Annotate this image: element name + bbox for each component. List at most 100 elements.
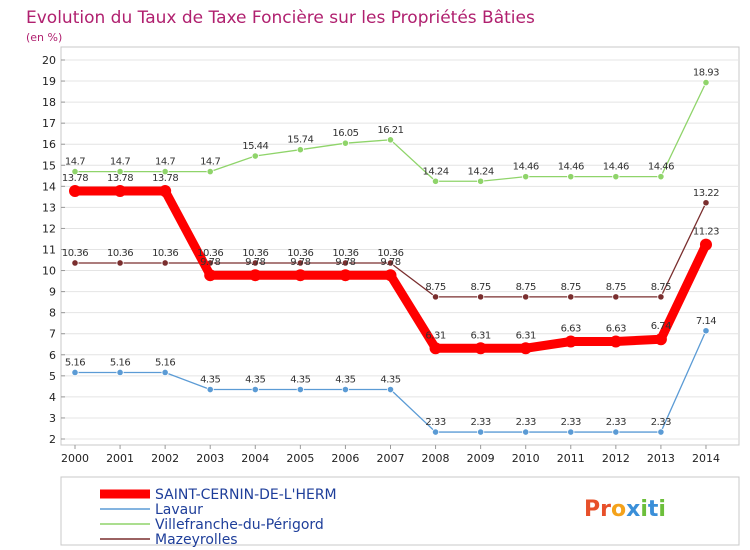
data-point xyxy=(612,428,620,436)
data-point xyxy=(161,368,169,377)
legend-box xyxy=(60,476,740,546)
data-point xyxy=(519,342,532,355)
data-label: 2.33 xyxy=(561,417,581,428)
data-point xyxy=(431,293,440,301)
x-tick-label: 2004 xyxy=(241,452,269,465)
data-label: 14.24 xyxy=(468,166,494,177)
data-point xyxy=(71,167,79,176)
x-tick-label: 2009 xyxy=(467,452,495,465)
data-label: 10.36 xyxy=(332,248,358,259)
data-point xyxy=(206,385,214,394)
data-label: 8.75 xyxy=(425,282,445,293)
data-label: 4.35 xyxy=(245,375,265,386)
y-tick-label: 12 xyxy=(42,222,56,235)
data-point xyxy=(296,259,304,267)
x-tick-label: 2006 xyxy=(331,452,359,465)
y-tick-label: 7 xyxy=(49,328,56,341)
data-point xyxy=(522,293,530,301)
gridlines xyxy=(61,59,739,440)
data-label: 10.36 xyxy=(287,248,313,259)
x-tick-label: 2013 xyxy=(647,452,675,465)
data-point xyxy=(609,335,622,348)
data-point xyxy=(702,199,710,207)
data-label: 13.78 xyxy=(62,173,88,184)
y-tick-label: 16 xyxy=(42,138,56,151)
chart-title: Evolution du Taux de Taxe Foncière sur l… xyxy=(26,8,535,28)
data-point xyxy=(251,152,259,160)
data-point xyxy=(567,293,575,301)
data-label: 10.36 xyxy=(242,248,268,259)
data-point xyxy=(341,139,350,147)
y-tick-label: 3 xyxy=(49,412,56,425)
x-tick-label: 2011 xyxy=(557,452,585,465)
data-label: 9.78 xyxy=(380,257,400,268)
data-point xyxy=(204,269,217,282)
data-label: 2.33 xyxy=(516,417,536,428)
data-point xyxy=(386,259,395,267)
data-label: 8.75 xyxy=(470,282,490,293)
legend-entry: Villefranche-du-Périgord xyxy=(155,517,324,533)
data-point xyxy=(69,184,81,197)
data-label: 15.74 xyxy=(287,135,313,146)
data-label: 14.46 xyxy=(558,162,584,173)
plot-area xyxy=(60,46,740,446)
data-label: 6.63 xyxy=(561,324,581,335)
data-label: 6.31 xyxy=(516,330,536,341)
data-point xyxy=(206,167,214,176)
logo-letter: r xyxy=(600,497,611,522)
y-tick-label: 11 xyxy=(42,244,56,257)
data-labels: 5.16 5.16 5.16 4.35 4.35 4.35 4.35 4.35 2.33 2.33… xyxy=(62,68,720,429)
x-tick-label: 2002 xyxy=(151,452,179,465)
legend: SAINT-CERNIN-DE-L'HERMLavaurVillefranche… xyxy=(100,487,337,548)
y-tick-label: 15 xyxy=(42,159,56,172)
x-tick-label: 2008 xyxy=(422,452,450,465)
data-point xyxy=(116,368,124,377)
data-point xyxy=(612,173,620,181)
data-label: 8.75 xyxy=(651,282,671,293)
data-point xyxy=(431,428,440,436)
data-point xyxy=(339,269,352,282)
data-label: 10.36 xyxy=(377,248,403,259)
data-point xyxy=(161,167,169,176)
data-label: 18.93 xyxy=(693,68,719,79)
y-tick-label: 18 xyxy=(42,96,56,109)
logo-letter: P xyxy=(584,497,600,522)
x-axis: 2000 2001 2002 2003 2004 2005 2006 2007 2008 2009… xyxy=(61,445,720,465)
data-label: 13.78 xyxy=(152,173,178,184)
data-label: 8.75 xyxy=(561,282,581,293)
proxiti-logo: Proxiti xyxy=(584,497,666,522)
data-label: 4.35 xyxy=(290,375,310,386)
y-tick-label: 10 xyxy=(42,265,56,278)
data-label: 2.33 xyxy=(606,417,626,428)
data-label: 4.35 xyxy=(335,375,355,386)
x-tick-label: 2007 xyxy=(376,452,404,465)
data-point xyxy=(294,269,307,282)
data-point xyxy=(114,184,127,197)
data-point xyxy=(386,136,395,144)
data-point xyxy=(699,238,712,251)
data-point xyxy=(251,259,259,267)
y-tick-label: 4 xyxy=(49,391,56,404)
data-label: 15.44 xyxy=(242,141,268,152)
data-point xyxy=(522,173,530,181)
data-label: 8.75 xyxy=(606,282,626,293)
x-tick-label: 2014 xyxy=(692,452,720,465)
data-label: 14.7 xyxy=(110,157,130,168)
x-tick-label: 2010 xyxy=(512,452,540,465)
data-point xyxy=(522,428,530,436)
data-point xyxy=(341,385,350,394)
data-label: 13.78 xyxy=(107,173,133,184)
data-label: 6.31 xyxy=(425,330,445,341)
logo-letter: i xyxy=(658,497,666,522)
data-point xyxy=(71,368,79,377)
data-point xyxy=(386,385,395,394)
logo-letter: o xyxy=(611,497,626,522)
data-label: 4.35 xyxy=(200,375,220,386)
y-tick-label: 17 xyxy=(42,117,56,130)
data-point xyxy=(657,173,665,181)
data-point xyxy=(159,184,172,197)
logo-letter: i xyxy=(640,497,648,522)
data-point xyxy=(612,293,620,301)
data-point xyxy=(567,173,575,181)
data-label: 10.36 xyxy=(197,248,223,259)
